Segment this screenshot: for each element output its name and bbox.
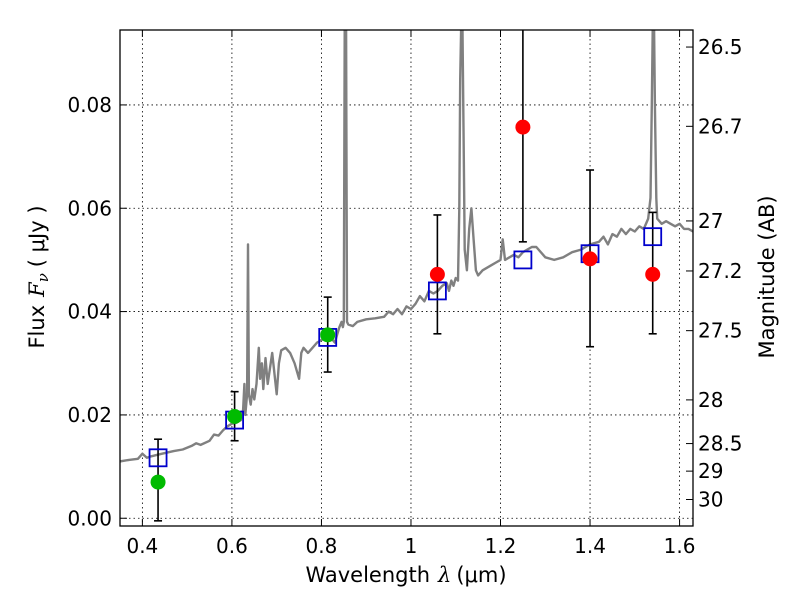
- clipped-plot-group: [120, 30, 693, 522]
- grid-layer: [120, 30, 693, 526]
- x-tick-label: 1: [405, 534, 418, 558]
- x-axis-label-text: Wavelength: [305, 563, 430, 587]
- model-point-marker: [513, 250, 533, 270]
- axes-layer: 0.4 0.6 0.8 1 1.2 1.4 1.6 0.00 0.02 0.04 0.06 0.08 2…: [67, 29, 743, 558]
- x-axis-label-symbol: λ: [437, 563, 451, 587]
- x-axis-label: Wavelength λ (μm): [305, 563, 506, 587]
- y2-tick-label: 28.5: [698, 432, 743, 456]
- y2-tick-label: 28: [698, 388, 723, 412]
- x-tick-label: 0.4: [126, 534, 158, 558]
- x-axis-label-unit: (μm): [456, 563, 506, 587]
- y2-tick-label: 26.5: [698, 35, 743, 59]
- y-axis-label: Flux Fν ( μJy ): [25, 205, 52, 348]
- y2-tick-label: 27: [698, 209, 723, 233]
- observed-point-marker: [227, 408, 243, 424]
- y-tick-label: 0.08: [67, 93, 112, 117]
- y-axis-label-text: Flux: [25, 305, 49, 349]
- x-tick-label: 1.4: [574, 534, 606, 558]
- y2-tick-label: 26.7: [698, 114, 743, 138]
- y-tick-label: 0.02: [67, 403, 112, 427]
- y-tick-label: 0.04: [67, 300, 112, 324]
- y2-axis-label: Magnitude (AB): [755, 195, 779, 358]
- x-tick-label: 1.2: [485, 534, 517, 558]
- y-axis-label-subscript: ν: [34, 273, 52, 282]
- y2-tick-label: 27.2: [698, 259, 743, 283]
- observed-point-marker: [645, 266, 661, 282]
- spectrum-line: [120, 30, 693, 463]
- observed-point-marker: [150, 474, 166, 490]
- plot-area: [120, 30, 693, 522]
- y2-tick-label: 29: [698, 459, 723, 483]
- y-tick-label: 0.00: [67, 506, 112, 530]
- model-point-marker: [427, 281, 447, 301]
- x-tick-label: 0.6: [216, 534, 248, 558]
- y-tick-label: 0.06: [67, 196, 112, 220]
- x-tick-label: 0.8: [306, 534, 338, 558]
- y2-tick-label: 30: [698, 487, 723, 511]
- x-tick-label: 1.6: [664, 534, 696, 558]
- plot-frame: [119, 29, 694, 527]
- observed-point-marker: [429, 266, 445, 282]
- observed-point-marker: [582, 251, 598, 267]
- observed-point-marker: [320, 327, 336, 343]
- y2-tick-label: 27.5: [698, 319, 743, 343]
- y-axis-label-symbol: F: [25, 281, 49, 298]
- model-point-marker: [148, 448, 168, 468]
- model-point-marker: [643, 227, 663, 247]
- y-axis-label-unit: ( μJy ): [25, 205, 49, 267]
- observed-point-marker: [515, 119, 531, 135]
